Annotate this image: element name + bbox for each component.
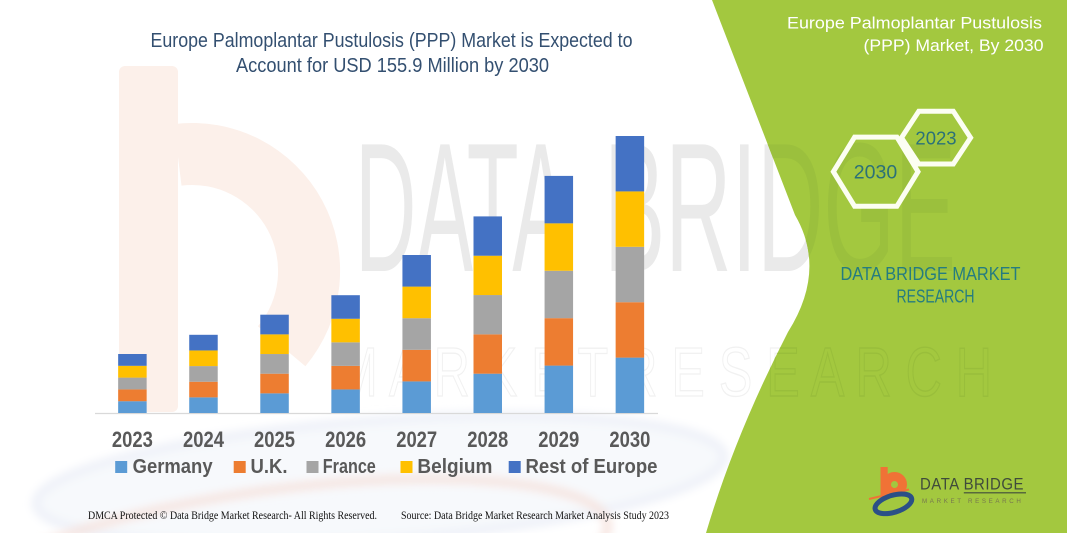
svg-text:Rest of Europe: Rest of Europe [526, 456, 658, 478]
svg-text:2030: 2030 [609, 427, 650, 452]
svg-text:2028: 2028 [467, 427, 508, 452]
svg-text:2023: 2023 [112, 427, 153, 452]
svg-text:2029: 2029 [538, 427, 579, 452]
svg-text:2026: 2026 [325, 427, 366, 452]
svg-text:DATA BRIDGE: DATA BRIDGE [920, 475, 1024, 494]
svg-text:RESEARCH: RESEARCH [897, 286, 975, 306]
svg-text:Europe Palmoplantar Pustulosis: Europe Palmoplantar Pustulosis (PPP) Mar… [151, 29, 633, 52]
svg-text:DMCA Protected © Data Bridge M: DMCA Protected © Data Bridge Market Rese… [88, 510, 377, 522]
svg-text:Germany: Germany [133, 456, 214, 478]
svg-text:2030: 2030 [854, 162, 898, 184]
svg-text:Source: Data Bridge Market Res: Source: Data Bridge Market Research Mark… [401, 510, 669, 522]
svg-text:(PPP) Market, By 2030: (PPP) Market, By 2030 [864, 36, 1044, 55]
svg-text:2027: 2027 [396, 427, 437, 452]
svg-text:U.K.: U.K. [251, 456, 288, 478]
svg-text:MARKET RESEARCH: MARKET RESEARCH [922, 498, 1023, 505]
svg-text:2024: 2024 [183, 427, 224, 452]
svg-text:Account for USD 155.9 Million: Account for USD 155.9 Million by 2030 [236, 54, 549, 77]
svg-text:2025: 2025 [254, 427, 295, 452]
svg-text:DATA BRIDGE MARKET: DATA BRIDGE MARKET [841, 264, 1021, 284]
svg-text:Europe Palmoplantar Pustulosis: Europe Palmoplantar Pustulosis [787, 14, 1042, 33]
svg-text:DATA: DATA [355, 104, 569, 310]
svg-text:2023: 2023 [915, 127, 956, 148]
svg-text:Belgium: Belgium [417, 456, 492, 478]
svg-text:France: France [323, 456, 376, 478]
